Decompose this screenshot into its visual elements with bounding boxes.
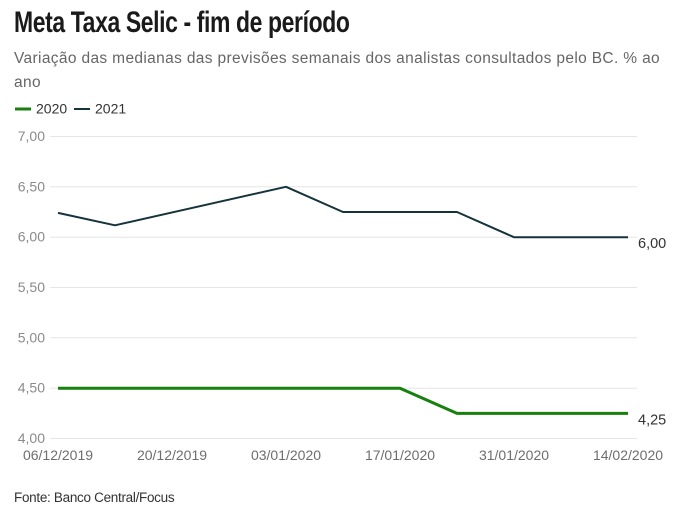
svg-text:6,00: 6,00 [18, 229, 45, 245]
svg-text:6,50: 6,50 [18, 178, 45, 194]
svg-text:17/01/2020: 17/01/2020 [365, 447, 435, 463]
svg-text:03/01/2020: 03/01/2020 [251, 447, 321, 463]
svg-text:4,25: 4,25 [638, 413, 666, 429]
svg-text:4,00: 4,00 [18, 430, 45, 446]
svg-text:2020: 2020 [36, 101, 67, 117]
svg-text:31/01/2020: 31/01/2020 [479, 447, 549, 463]
svg-text:14/02/2020: 14/02/2020 [593, 447, 663, 463]
svg-text:6,00: 6,00 [638, 236, 666, 252]
svg-text:20/12/2019: 20/12/2019 [137, 447, 207, 463]
svg-text:5,00: 5,00 [18, 329, 45, 345]
svg-text:4,50: 4,50 [18, 380, 45, 396]
svg-text:06/12/2019: 06/12/2019 [23, 447, 93, 463]
svg-text:2021: 2021 [95, 101, 126, 117]
svg-text:7,00: 7,00 [18, 128, 45, 144]
svg-text:5,50: 5,50 [18, 279, 45, 295]
